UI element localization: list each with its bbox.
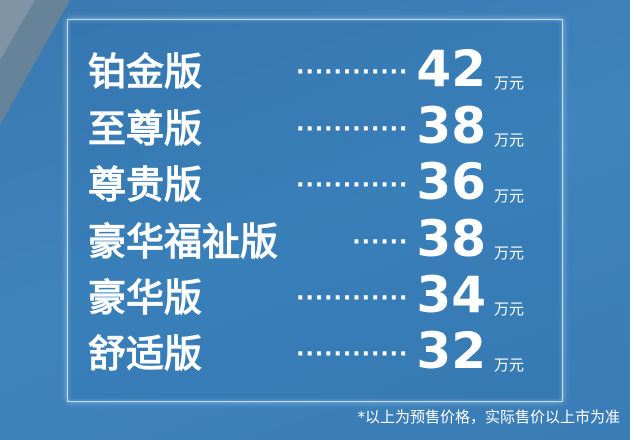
trim-name: 豪华福祉版 (88, 220, 279, 264)
price-value: 38 (416, 210, 486, 268)
trim-name: 豪华版 (88, 276, 203, 320)
background-corner-highlight (0, 0, 35, 60)
price-unit: 万元 (494, 300, 525, 318)
price-row: 豪华版 ············ 34 万元 (88, 268, 528, 320)
dot-leader: ······ (352, 230, 409, 255)
trim-name: 铂金版 (88, 50, 203, 94)
dot-leader: ············ (296, 173, 409, 198)
price-unit: 万元 (494, 131, 525, 149)
trim-name: 至尊版 (88, 107, 203, 151)
price-value: 42 (416, 40, 486, 98)
dot-leader: ············ (296, 60, 409, 85)
price-row: 尊贵版 ············ 36 万元 (88, 155, 528, 207)
price-value: 32 (416, 322, 486, 380)
price-list-frame (67, 19, 563, 402)
price-value: 38 (416, 97, 486, 155)
price-row: 豪华福祉版 ······ 38 万元 (88, 212, 528, 264)
dot-leader: ············ (296, 342, 409, 367)
price-unit: 万元 (494, 244, 525, 262)
price-row: 至尊版 ············ 38 万元 (88, 99, 528, 151)
dot-leader: ············ (296, 117, 409, 142)
price-unit: 万元 (494, 74, 525, 92)
price-row: 铂金版 ············ 42 万元 (88, 42, 528, 94)
price-value: 36 (416, 153, 486, 211)
trim-name: 舒适版 (88, 332, 203, 376)
price-row: 舒适版 ············ 32 万元 (88, 324, 528, 376)
footnote: *以上为预售价格，实际售价以上市为准 (357, 408, 620, 426)
price-unit: 万元 (494, 187, 525, 205)
trim-name: 尊贵版 (88, 163, 203, 207)
price-value: 34 (416, 266, 486, 324)
dot-leader: ············ (296, 286, 409, 311)
price-unit: 万元 (494, 356, 525, 374)
